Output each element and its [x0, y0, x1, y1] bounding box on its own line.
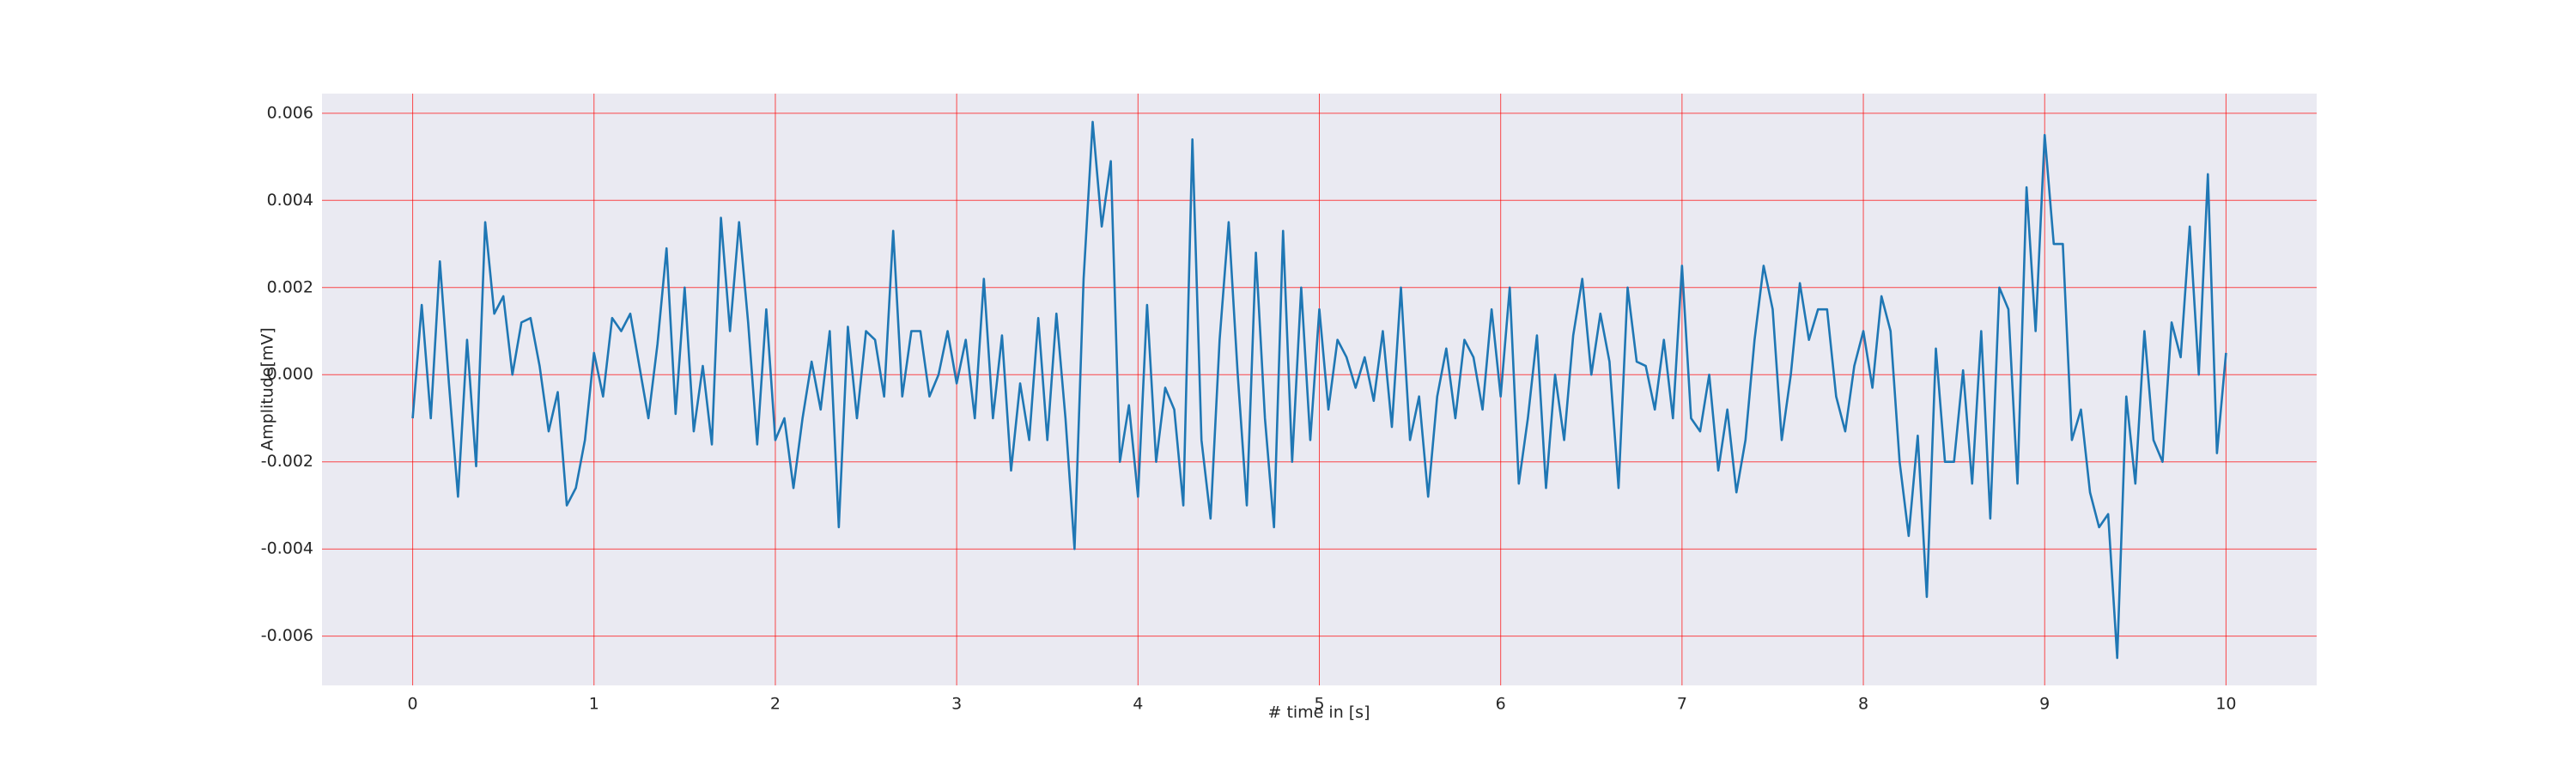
- y-tick-label: 0.004: [267, 191, 313, 210]
- x-axis-label: # time in [s]: [1267, 703, 1370, 722]
- x-tick-label: 9: [2039, 695, 2050, 714]
- y-tick-label: -0.002: [261, 452, 313, 471]
- x-tick-label: 2: [770, 695, 781, 714]
- labels: 0 1 2 3 4 5 6 7 8 9 10 -0.006 -0.004 -0.002 0.000 0.002…: [261, 103, 2237, 713]
- y-axis-label: Amplitude[mV]: [258, 327, 277, 451]
- signal-line: [411, 120, 2227, 660]
- y-tick-label: -0.004: [261, 539, 313, 558]
- y-tick-label: 0.006: [267, 103, 313, 122]
- grid: [322, 94, 2317, 685]
- x-tick-label: 0: [408, 695, 418, 714]
- x-tick-label: 10: [2215, 695, 2236, 714]
- series: [411, 120, 2227, 660]
- y-tick-label: 0.002: [267, 277, 313, 296]
- x-tick-label: 6: [1496, 695, 1506, 714]
- y-tick-label: 0.000: [267, 365, 313, 384]
- x-tick-label: 7: [1677, 695, 1687, 714]
- x-tick-label: 8: [1858, 695, 1868, 714]
- x-tick-label: 3: [951, 695, 962, 714]
- y-tick-label: -0.006: [261, 626, 313, 645]
- x-tick-label: 5: [1314, 695, 1324, 714]
- x-tick-label: 1: [589, 695, 599, 714]
- x-tick-label: 4: [1133, 695, 1143, 714]
